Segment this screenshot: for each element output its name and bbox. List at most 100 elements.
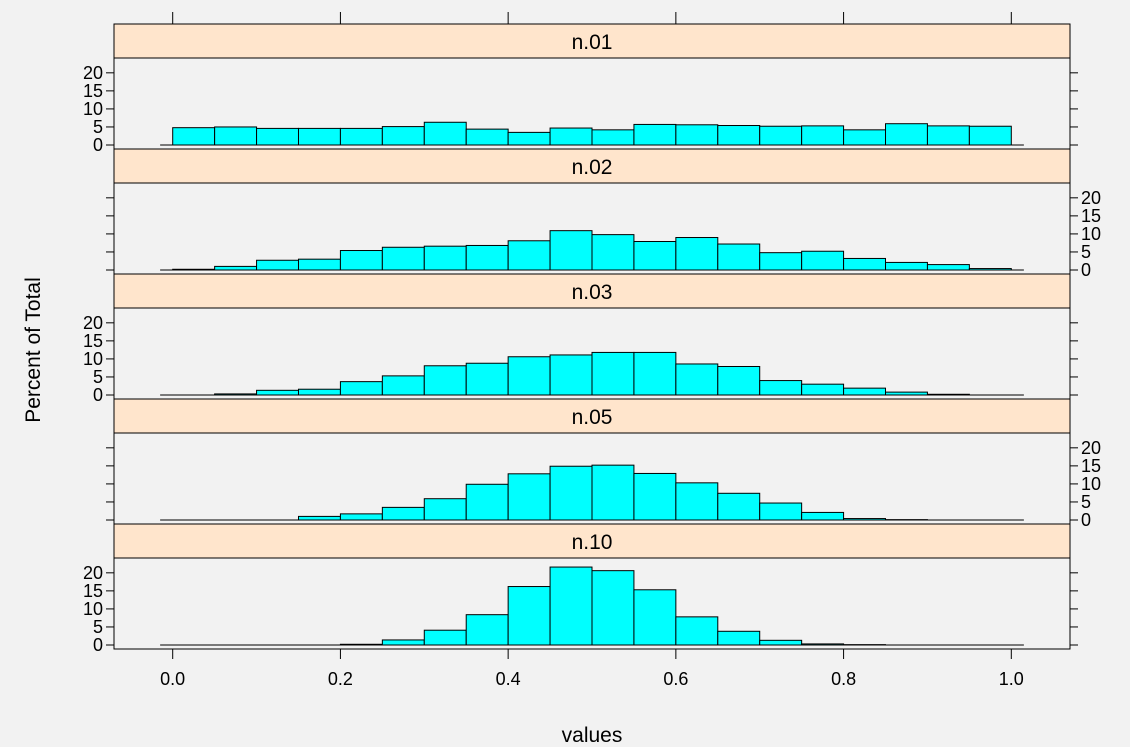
histogram-bar — [256, 389, 299, 396]
histogram-bar — [507, 473, 551, 521]
histogram-bar — [507, 356, 551, 396]
y-tick-label: 20 — [83, 563, 103, 583]
histogram-bar — [381, 126, 425, 146]
histogram-bar — [675, 482, 719, 521]
histogram-bar — [801, 125, 845, 146]
y-tick-label: 15 — [83, 331, 103, 351]
y-tick-label: 5 — [93, 367, 103, 387]
y-tick-label: 5 — [93, 117, 103, 137]
histogram-bar — [717, 365, 761, 396]
histogram-bar — [633, 240, 677, 271]
histogram-bar — [339, 513, 383, 521]
strip-label: n.05 — [572, 406, 613, 429]
histogram-bar — [591, 129, 635, 146]
histogram-bar — [633, 472, 677, 521]
histogram-bar — [759, 502, 803, 521]
histogram-bar — [717, 243, 761, 271]
x-tick-label: 0.2 — [328, 669, 353, 689]
histogram-bar — [465, 483, 509, 521]
histogram-bar — [633, 123, 677, 146]
x-axis-title: values — [562, 724, 623, 747]
histogram-bar — [633, 351, 677, 396]
histogram-bar — [591, 464, 635, 521]
histogram-bar — [214, 393, 258, 396]
histogram-bar — [759, 125, 803, 146]
y-tick-label: 20 — [83, 313, 103, 333]
histogram-bar — [339, 250, 383, 271]
y-tick-label: 15 — [1081, 206, 1101, 226]
histogram-bar — [717, 492, 761, 521]
histogram-bar — [633, 589, 677, 646]
histogram-bar — [801, 383, 845, 396]
x-tick-label: 0.4 — [496, 669, 521, 689]
histogram-bar — [549, 354, 593, 396]
histogram-bar — [339, 127, 383, 146]
y-tick-label: 0 — [1081, 260, 1091, 280]
histogram-bar — [381, 506, 425, 521]
y-tick-label: 20 — [1081, 438, 1101, 458]
histogram-bar — [885, 391, 928, 396]
histogram-bar — [214, 126, 258, 146]
y-tick-label: 5 — [1081, 242, 1091, 262]
histogram-bar — [507, 240, 551, 271]
histogram-bar — [339, 381, 383, 396]
y-tick-label: 10 — [83, 599, 103, 619]
x-tick-label: 0.6 — [663, 669, 688, 689]
histogram-bar — [297, 258, 341, 271]
x-tick-label: 0.8 — [831, 669, 856, 689]
strip-n.01 — [113, 23, 1071, 59]
y-tick-label: 5 — [1081, 492, 1091, 512]
histogram-bar — [926, 264, 970, 271]
histogram-bar — [843, 387, 887, 396]
histogram-bar — [717, 630, 761, 646]
histogram-bar — [968, 268, 1012, 271]
y-tick-label: 20 — [1081, 188, 1101, 208]
y-tick-label: 10 — [83, 99, 103, 119]
y-tick-label: 20 — [83, 63, 103, 83]
histogram-bar — [675, 616, 719, 646]
histogram-bar — [339, 643, 383, 646]
strip-label: n.01 — [572, 31, 613, 54]
strip-label: n.02 — [572, 156, 613, 179]
y-axis-title: Percent of Total — [22, 277, 45, 423]
histogram-bar — [926, 393, 970, 396]
histogram-bar — [843, 129, 887, 146]
histogram-bar — [423, 245, 467, 271]
histogram-bar — [549, 230, 593, 271]
histogram-bar — [423, 365, 467, 396]
histogram-bar — [549, 566, 593, 646]
histogram-bar — [507, 586, 551, 646]
histogram-bar — [675, 237, 719, 271]
y-tick-label: 10 — [1081, 474, 1101, 494]
histogram-bar — [507, 131, 551, 146]
y-tick-label: 0 — [93, 385, 103, 405]
histogram-bar — [172, 268, 216, 271]
histogram-bar — [381, 639, 425, 646]
strip-n.03 — [113, 273, 1071, 309]
histogram-bar — [843, 257, 887, 271]
histogram-bar — [801, 643, 845, 646]
y-tick-label: 0 — [1081, 510, 1091, 530]
histogram-bar — [968, 125, 1012, 146]
histogram-bar — [423, 121, 467, 146]
histogram-bar — [214, 265, 258, 271]
histogram-bar — [926, 125, 970, 146]
histogram-bar — [172, 127, 216, 146]
histogram-bar — [801, 250, 845, 271]
x-tick-label: 1.0 — [999, 669, 1024, 689]
histogram-bar — [759, 639, 803, 646]
y-tick-label: 10 — [1081, 224, 1101, 244]
y-tick-label: 10 — [83, 349, 103, 369]
y-tick-label: 0 — [93, 635, 103, 655]
histogram-bar — [297, 515, 341, 521]
histogram-bar — [381, 375, 425, 396]
x-axis: 0.0 0.2 0.4 0.6 0.8 1.0 — [160, 12, 1024, 689]
y-tick-label: 5 — [93, 617, 103, 637]
histogram-bar — [256, 259, 299, 271]
panel-frame — [113, 557, 1071, 650]
y-tick-label: 15 — [83, 581, 103, 601]
